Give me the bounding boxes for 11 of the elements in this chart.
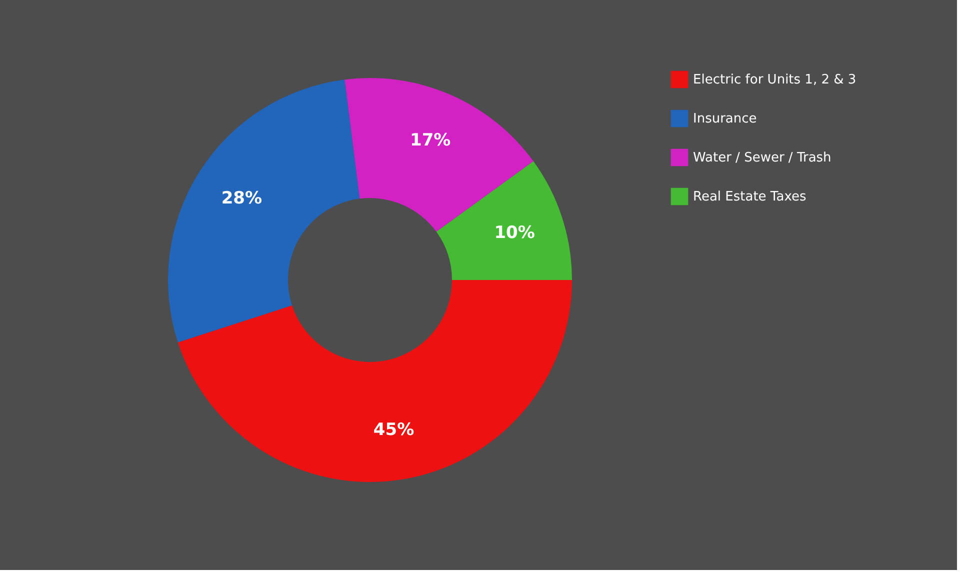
data-label: 10%	[494, 223, 535, 244]
legend-label: Insurance	[693, 112, 757, 126]
legend-label: Real Estate Taxes	[693, 190, 806, 204]
data-label: 28%	[221, 188, 262, 209]
data-label: 45%	[373, 420, 414, 440]
donut-slice	[178, 280, 572, 482]
legend-label: Electric for Units 1, 2 & 3	[693, 72, 856, 88]
donut-slice	[436, 161, 572, 280]
legend-label: Water / Sewer / Trash	[693, 150, 832, 166]
data-label: 17%	[410, 130, 451, 150]
donut-slice	[168, 80, 360, 342]
